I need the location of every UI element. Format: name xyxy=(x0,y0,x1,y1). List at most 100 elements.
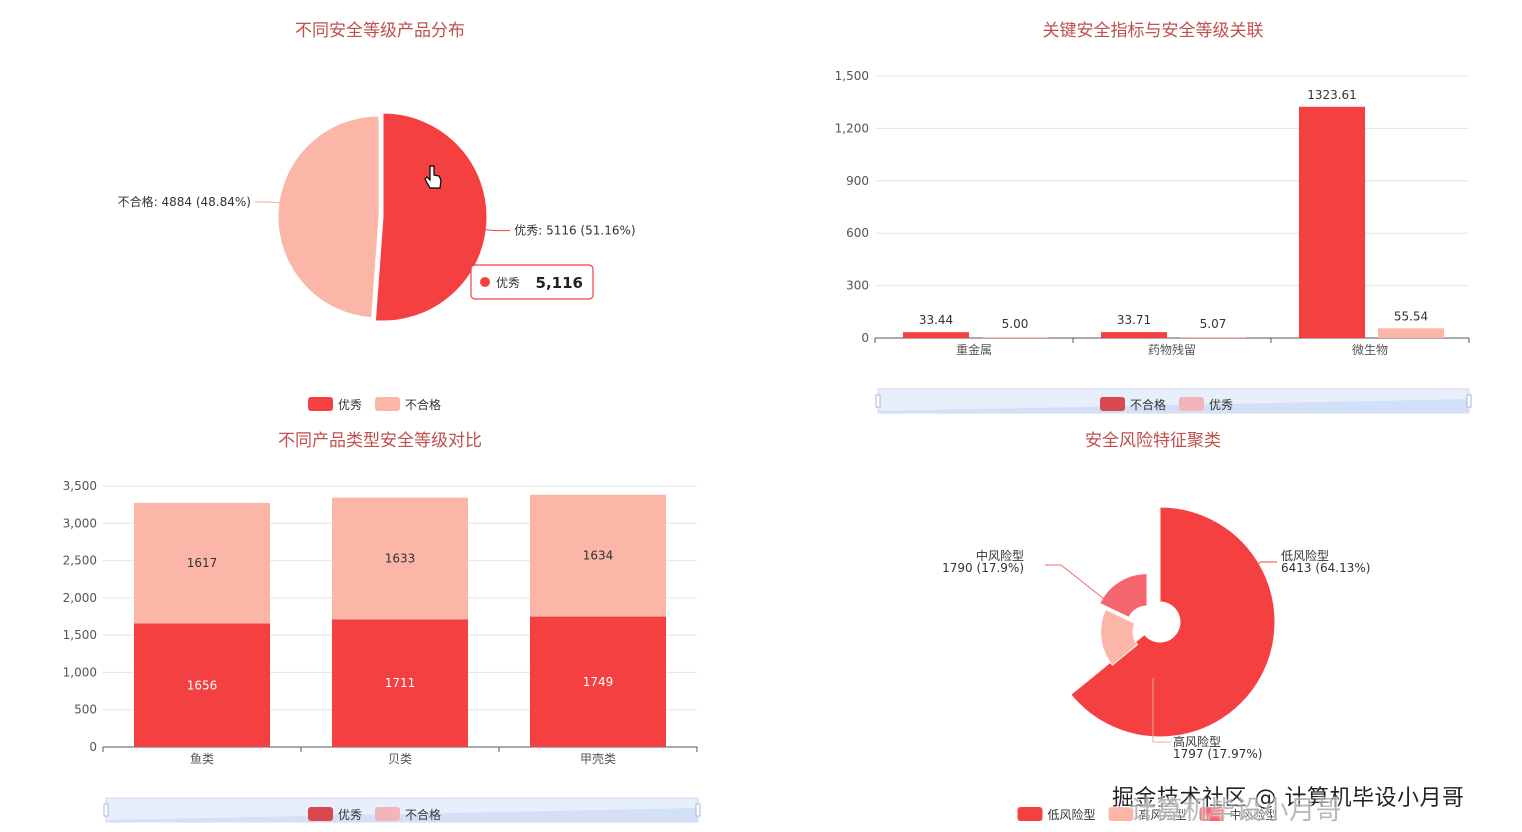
rose-legend-label-3: 中风险型 xyxy=(1230,807,1278,822)
pie-tooltip: 优秀 5,116 xyxy=(470,264,594,300)
bar-label-2-3: 55.54 xyxy=(1394,309,1428,323)
y-tick-label-2: 1,000 xyxy=(63,665,97,679)
stack-bar-label-2-2: 1633 xyxy=(385,552,416,566)
rose-legend-swatch-3 xyxy=(1199,807,1225,821)
rose-slice-3 xyxy=(1099,573,1148,619)
rose-label-line-3 xyxy=(1045,564,1114,607)
watermark-shadow-text: 计算机毕设小月哥 xyxy=(1130,796,1343,826)
stack-bar-2-1 xyxy=(134,502,270,624)
y-tick-label-1: 500 xyxy=(74,703,97,717)
pie-label-line-2 xyxy=(254,201,282,204)
bar-1-3 xyxy=(1299,106,1365,339)
bar2-datazoom-handle-right xyxy=(1466,394,1472,408)
pie-chart-safety-level: 不同安全等级产品分布 优秀: 5116 (51.16%) 不合格: 4884 (48… xyxy=(0,0,761,416)
bar2-legend-swatch-2 xyxy=(1179,397,1204,411)
x-tick-label-2: 药物残留 xyxy=(1148,343,1196,357)
bar-2-1 xyxy=(982,337,1048,338)
stacked-bar-chart-product-type: 不同产品类型安全等级对比 0 500 1,000 1,500 2,000 2,500 3,00… xyxy=(0,416,761,832)
pie-tooltip-box xyxy=(470,264,594,300)
pie-tooltip-value: 5,116 xyxy=(536,274,583,292)
stack-bar-1-3 xyxy=(530,616,666,747)
rose-label-name-2: 高风险型 xyxy=(1173,734,1221,749)
stacked-bar-chart-canvas: 不同产品类型安全等级对比 0 500 1,000 1,500 2,000 2,500 3,00… xyxy=(63,431,701,823)
bar3-legend-label-2: 不合格 xyxy=(405,807,441,822)
rose-label-name-1: 低风险型 xyxy=(1281,548,1329,563)
chart-title: 关键安全指标与安全等级关联 xyxy=(1043,21,1264,41)
chart-title: 不同产品类型安全等级对比 xyxy=(278,431,482,451)
bar2-legend-label-1: 不合格 xyxy=(1130,397,1166,412)
stack-bar-2-3 xyxy=(530,494,666,617)
y-tick-label-2: 600 xyxy=(846,226,869,240)
pie-legend-swatch-1 xyxy=(308,397,333,411)
pie-slice-2 xyxy=(277,115,380,319)
x-tick-label-3: 甲壳类 xyxy=(580,752,616,766)
x-tick-label-1: 重金属 xyxy=(956,342,992,357)
y-tick-label-4: 1,200 xyxy=(835,121,869,135)
pie-legend-label-2: 不合格 xyxy=(405,397,441,412)
watermark: 掘金技术社区 @ 计算机毕设小月哥 计算机毕设小月哥 xyxy=(1112,780,1465,826)
rose-legend-swatch-2 xyxy=(1108,807,1134,821)
rose-legend-label-1: 低风险型 xyxy=(1048,807,1096,822)
pie-legend-swatch-2 xyxy=(375,397,400,411)
bar2-legend-label-2: 优秀 xyxy=(1209,398,1233,412)
rose-label-line-2 xyxy=(1152,678,1171,743)
stack-bar-1-1 xyxy=(134,623,270,747)
pie-tooltip-name: 优秀 xyxy=(496,276,520,290)
rose-label-name-3: 中风险型 xyxy=(976,548,1024,563)
y-tick-label-7: 3,500 xyxy=(63,479,97,493)
hand-cursor-icon xyxy=(424,165,442,189)
rose-legend-swatch-1 xyxy=(1017,807,1043,821)
bar-2-3 xyxy=(1378,328,1444,338)
pie-tooltip-dot xyxy=(480,277,490,287)
bar-1-2 xyxy=(1101,332,1167,338)
pie-label-line-1 xyxy=(484,229,511,232)
rose-slice-1 xyxy=(1070,506,1276,738)
chart-title: 安全风险特征聚类 xyxy=(1085,431,1221,451)
x-tick-label-3: 微生物 xyxy=(1352,343,1388,357)
rose-label-value-1: 6413 (64.13%) xyxy=(1281,561,1370,575)
bar3-legend-swatch-2 xyxy=(375,807,400,821)
pie-label-2: 不合格: 4884 (48.84%) xyxy=(118,194,251,209)
bar-chart-canvas: 关键安全指标与安全等级关联 0 300 600 900 1,200 1,500 重金属 药物残留… xyxy=(835,21,1472,414)
bar3-datazoom-handle-left xyxy=(103,803,109,817)
y-tick-label-5: 1,500 xyxy=(835,69,869,83)
x-tick-label-1: 鱼类 xyxy=(190,752,214,766)
bar3-legend-swatch-1 xyxy=(308,807,333,821)
rose-slice-2 xyxy=(1100,608,1139,666)
stack-bar-label-1-2: 1711 xyxy=(385,676,416,690)
bar-label-2-2: 5.07 xyxy=(1200,317,1227,331)
pie-label-1: 优秀: 5116 (51.16%) xyxy=(514,224,635,238)
bar3-datazoom-handle-right xyxy=(695,803,701,817)
rose-chart-risk-cluster: 安全风险特征聚类 低风险型 6413 (64.13%) 高风险型 1797 (17.97… xyxy=(761,416,1522,832)
y-tick-label-6: 3,000 xyxy=(63,516,97,530)
bar-label-1-3: 1323.61 xyxy=(1307,88,1357,102)
stack-bar-label-2-3: 1634 xyxy=(583,549,614,563)
stack-bar-label-1-3: 1749 xyxy=(583,675,614,689)
rose-label-value-3: 1790 (17.9%) xyxy=(942,561,1024,575)
stack-bar-2-2 xyxy=(332,497,468,620)
bar3-legend-label-1: 优秀 xyxy=(338,808,362,822)
y-tick-label-0: 0 xyxy=(89,740,97,754)
stack-bar-label-1-1: 1656 xyxy=(187,678,218,692)
bar-1-1 xyxy=(903,332,969,338)
rose-label-line-1 xyxy=(1246,561,1277,571)
y-tick-label-5: 2,500 xyxy=(63,554,97,568)
y-tick-label-0: 0 xyxy=(861,331,869,345)
x-tick-label-2: 贝类 xyxy=(388,752,412,766)
bar-label-1-2: 33.71 xyxy=(1117,313,1151,327)
y-tick-label-3: 1,500 xyxy=(63,628,97,642)
bar-label-2-1: 5.00 xyxy=(1002,317,1029,331)
watermark-text: 掘金技术社区 @ 计算机毕设小月哥 xyxy=(1112,786,1465,811)
stack-bar-1-2 xyxy=(332,619,468,747)
y-tick-label-3: 900 xyxy=(846,174,869,188)
bar2-datazoom-handle-left xyxy=(875,394,881,408)
bar2-datazoom-shadow xyxy=(878,399,1469,413)
bar-label-1-1: 33.44 xyxy=(919,313,953,327)
bar-2-2 xyxy=(1180,337,1246,338)
rose-legend-label-2: 高风险型 xyxy=(1139,807,1187,822)
stack-bar-label-2-1: 1617 xyxy=(187,556,218,570)
bar3-datazoom-shadow xyxy=(106,808,698,822)
y-tick-label-1: 300 xyxy=(846,279,869,293)
